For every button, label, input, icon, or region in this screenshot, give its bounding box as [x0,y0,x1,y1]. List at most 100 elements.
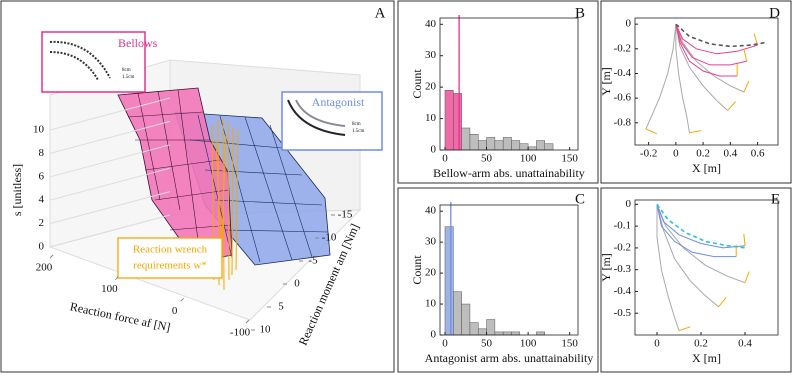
bar [502,331,512,336]
panel-d-frame [600,0,792,184]
panel-label: E [771,191,780,207]
x-tick [245,319,250,324]
y-tick-label: 0 [431,329,437,341]
y-tick-label: 20 [425,81,437,93]
x-tick-label: 0.2 [696,148,710,160]
y-tick-label: 20 [425,267,437,279]
z-tick-label: 2 [39,217,45,229]
y-tick-label: -0.2 [614,241,631,253]
bellows-inset-arm [49,40,111,81]
inset-width: 1.5cm [352,129,364,134]
bar [511,140,521,151]
arm-curve [656,203,746,249]
y-tick-label: -0.3 [614,263,632,275]
inset-label: Antagonist [312,95,365,109]
bar [536,140,545,151]
y-tick-label: 0 [294,278,300,290]
inset-length: 8cm [352,122,361,127]
bar [461,127,471,151]
antagonist-inset-arm [287,99,346,136]
x-tick-label: 0 [673,148,679,160]
force-arrow [744,271,750,283]
x-axis-label: Antagonist arm abs. unattainability [425,351,594,365]
inset-label: Bellows [118,36,158,50]
z-tick-label: 8 [39,147,45,159]
annotation: requirements w* [133,260,207,272]
force-arrow [645,128,658,135]
axes-box [439,17,579,151]
bar [469,134,479,151]
inset-length: 8cm [122,68,131,73]
panel-label: B [575,5,585,21]
grid-line [49,97,171,131]
x-tick-label: 100 [520,153,537,165]
y-tick-label: 30 [425,236,437,248]
x-tick-label: 0.4 [723,148,737,160]
x-tick-label: 0.6 [751,148,765,160]
bar [519,143,529,151]
y-tick-label: 5 [278,301,284,313]
bar [494,331,504,336]
y-axis-label: Count [410,255,424,285]
x-tick-label: 0 [442,338,448,350]
x-tick-label: 100 [101,283,118,295]
bar [494,140,504,151]
panel-c-frame [397,187,599,373]
wrench-lines [211,117,239,291]
x-tick-label: 50 [481,338,493,350]
y-tick-label: -0.5 [614,307,632,319]
axes-box [634,17,779,146]
x-tick-label: -100 [230,327,251,339]
y-tick-label: 30 [425,49,437,61]
bar [486,137,496,151]
grid-line [49,167,171,201]
arm-curve [656,204,719,308]
axes-box [439,204,579,336]
y-axis-label: Y [m] [599,67,613,96]
y-tick-label: 10 [425,112,437,124]
arm-curve [675,23,765,48]
panel-b-frame [397,0,599,184]
x-tick-label: 0 [172,305,178,317]
grid-line [49,214,171,248]
bar [453,291,462,336]
force-arrow [743,49,748,62]
force-arrow [743,233,746,246]
grid-line [49,191,171,225]
arm-curve [656,204,737,258]
grid-line [49,144,171,178]
x-tick-label: 0.2 [694,338,708,350]
z-tick-label: 0 [39,241,45,253]
bar [444,226,454,336]
y-tick-label: -0.4 [614,67,632,79]
y-tick-label: 40 [425,205,437,217]
x-axis-label: X [m] [692,161,721,175]
bar [461,303,471,336]
grid-line [49,120,171,154]
bellows-mesh [127,89,232,241]
force-arrow [743,80,750,93]
panel-a-frame [0,0,395,373]
arm-curve [645,24,677,130]
x-tick-label: 200 [36,262,53,274]
bar [469,322,479,336]
bar [502,137,512,151]
bar [444,90,454,151]
bar [477,328,487,336]
y-tick-label: -0.8 [614,116,632,128]
x-tick-label: 0 [442,153,448,165]
antagonist-inset [281,91,383,151]
x-axis-label: Bellow-arm abs. unattainability [433,166,585,180]
bellows-inset [41,31,146,93]
panel-a-scene [41,31,383,321]
bar [536,331,545,336]
y-tick-label: 0 [431,144,437,156]
arm-curve [656,204,680,331]
bar [453,93,462,151]
x-tick [49,254,54,259]
annotation: Reaction wrench [133,244,208,256]
y-tick-label: -0.4 [614,285,632,297]
inset-width: 1.5cm [122,75,134,80]
arm-curve [675,24,745,93]
